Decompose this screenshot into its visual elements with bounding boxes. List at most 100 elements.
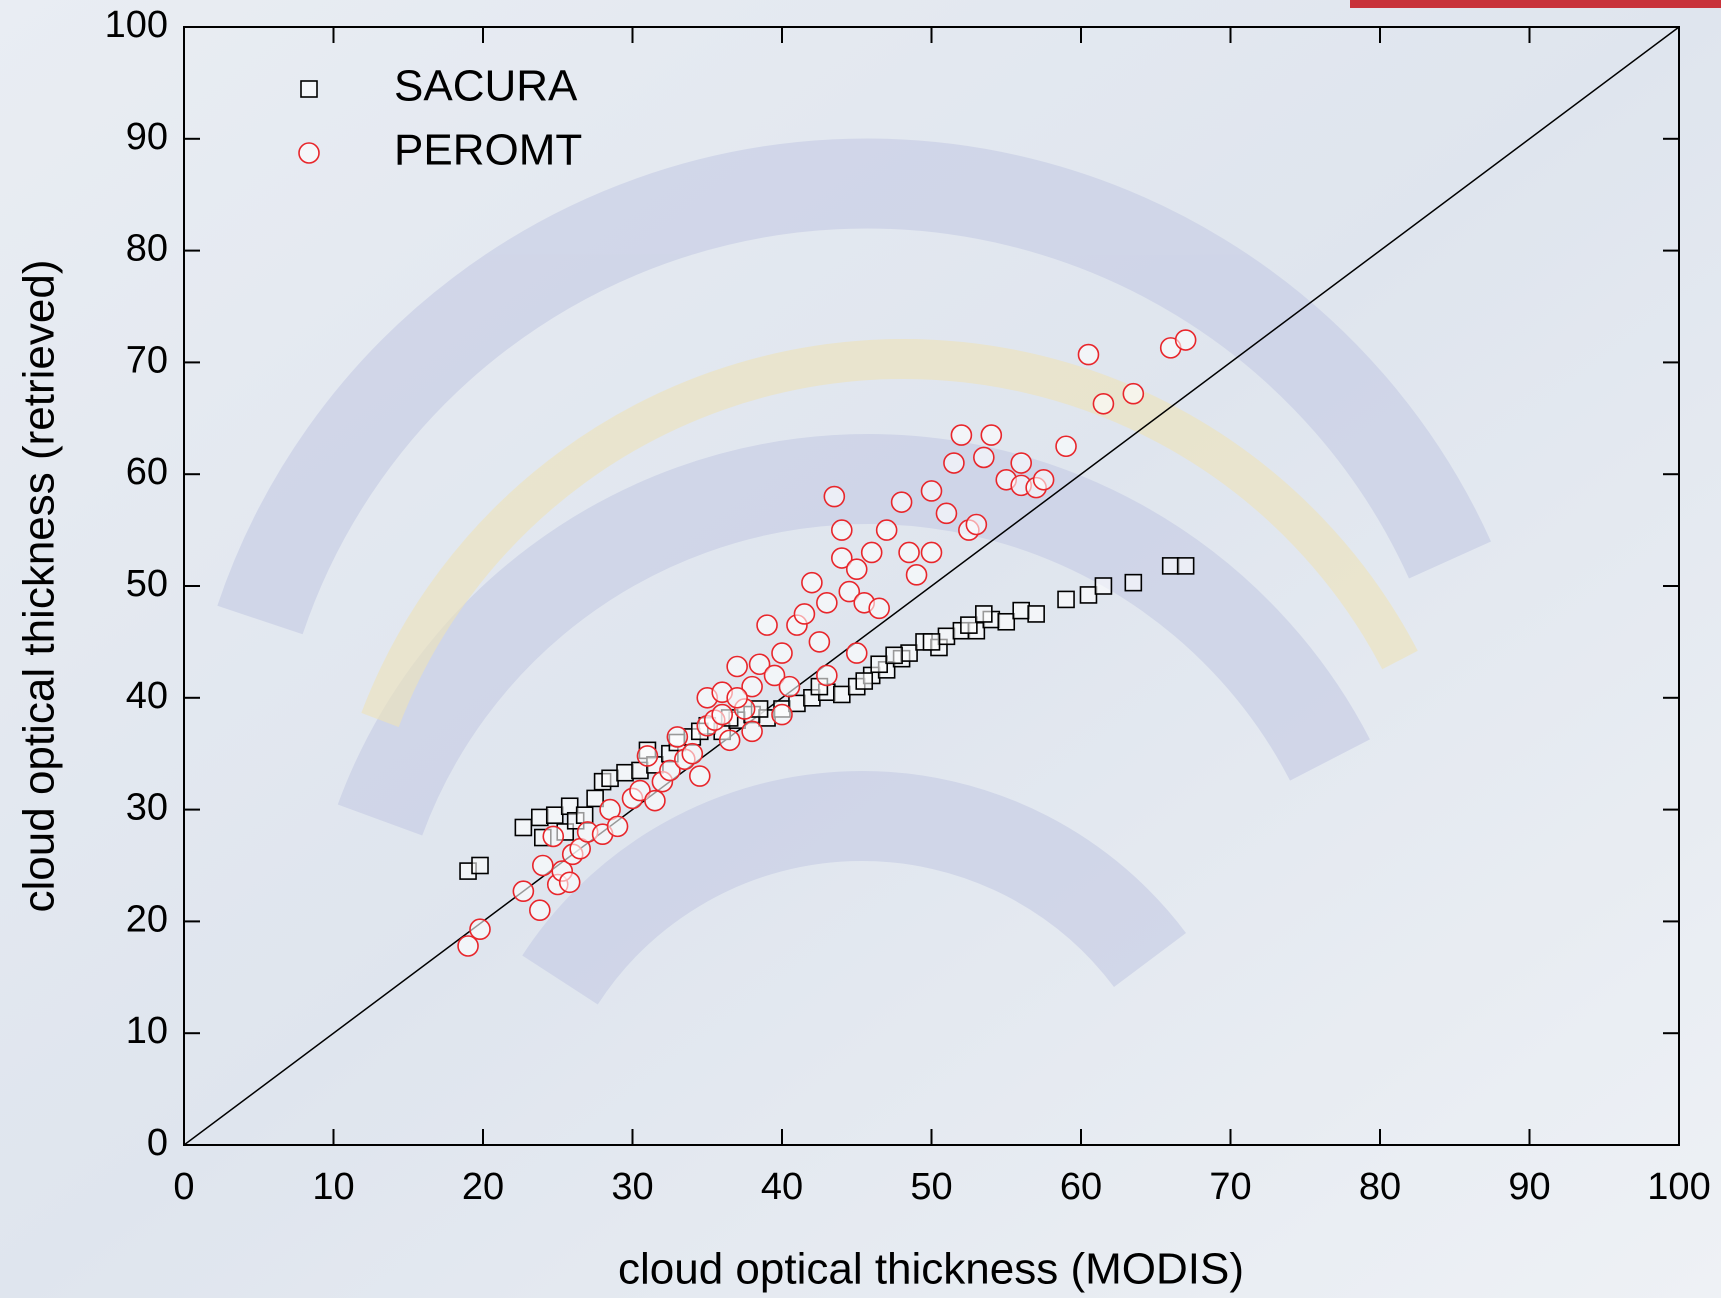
point — [793, 603, 816, 625]
point — [845, 558, 868, 581]
point — [586, 789, 604, 808]
point — [529, 899, 551, 922]
point — [741, 720, 763, 743]
point — [711, 703, 734, 726]
point — [845, 642, 868, 664]
point — [868, 597, 890, 620]
point — [900, 644, 918, 662]
point — [748, 653, 771, 676]
point — [512, 880, 535, 903]
point — [950, 424, 973, 446]
point — [636, 745, 659, 767]
point — [937, 627, 956, 646]
legend-marker — [300, 80, 318, 98]
x-tick-label: 90 — [1508, 1166, 1550, 1208]
point — [935, 502, 958, 525]
point — [681, 742, 704, 765]
point — [542, 825, 565, 848]
x-tick-label: 20 — [462, 1166, 504, 1208]
point — [870, 655, 888, 674]
point — [644, 789, 666, 812]
point — [960, 616, 978, 634]
x-tick-label: 30 — [611, 1166, 653, 1208]
point — [1161, 557, 1180, 575]
point — [778, 675, 801, 698]
point — [823, 485, 846, 508]
point — [1079, 586, 1098, 604]
point — [756, 614, 778, 636]
point — [531, 808, 549, 827]
point — [830, 547, 853, 569]
point — [1010, 452, 1033, 474]
point — [788, 694, 806, 713]
point — [616, 763, 634, 782]
point — [1057, 590, 1075, 609]
reference-line — [183, 26, 1680, 1146]
y-tick-label: 30 — [126, 787, 168, 829]
x-tick-label: 40 — [761, 1166, 803, 1208]
point — [1077, 343, 1100, 366]
point — [659, 759, 681, 782]
y-tick-label: 50 — [126, 563, 168, 605]
point — [1124, 573, 1143, 592]
point — [771, 642, 793, 664]
point — [629, 779, 651, 802]
x-tick-label: 50 — [910, 1166, 952, 1208]
point — [898, 541, 920, 564]
y-tick-label: 60 — [126, 451, 168, 493]
point — [688, 765, 711, 787]
legend-label: SACURA — [394, 62, 578, 111]
y-tick-label: 10 — [126, 1010, 168, 1052]
point — [718, 729, 741, 752]
point — [875, 519, 898, 541]
background-logo — [217, 138, 1491, 1005]
point — [860, 541, 883, 564]
point — [973, 446, 995, 469]
y-tick-label: 40 — [126, 675, 168, 717]
point — [965, 513, 988, 536]
point — [575, 806, 594, 824]
point — [816, 664, 838, 687]
point — [1027, 605, 1045, 623]
point — [666, 726, 689, 748]
point — [726, 686, 748, 709]
point — [469, 918, 491, 941]
point — [457, 935, 479, 957]
x-axis-label: cloud optical thickness (MODIS) — [618, 1245, 1244, 1294]
y-tick-label: 90 — [126, 116, 168, 158]
x-tick-label: 10 — [312, 1166, 354, 1208]
y-tick-label: 20 — [126, 898, 168, 940]
point — [975, 605, 993, 623]
point — [1122, 382, 1145, 405]
point — [855, 672, 874, 690]
y-tick-label: 100 — [105, 4, 168, 46]
point — [514, 818, 533, 837]
y-axis-label: cloud optical thickness (retrieved) — [15, 260, 64, 913]
point — [545, 806, 564, 824]
point — [832, 685, 851, 704]
point — [1012, 601, 1031, 620]
point — [771, 703, 793, 726]
point — [830, 519, 853, 541]
x-tick-label: 70 — [1209, 1166, 1251, 1208]
point — [558, 871, 581, 894]
point — [920, 541, 943, 564]
point — [801, 571, 823, 594]
point — [997, 612, 1016, 631]
point — [922, 633, 941, 651]
header-strip — [1350, 0, 1721, 8]
point — [1092, 392, 1115, 415]
point — [808, 631, 831, 653]
point — [816, 591, 838, 614]
point — [1094, 577, 1113, 595]
x-tick-label: 80 — [1359, 1166, 1401, 1208]
point — [838, 580, 861, 603]
point — [920, 480, 943, 502]
point — [601, 769, 619, 788]
point — [726, 655, 748, 678]
legend-label: PEROMT — [394, 126, 582, 175]
point — [471, 856, 489, 875]
point — [943, 452, 965, 474]
point — [1174, 329, 1197, 351]
